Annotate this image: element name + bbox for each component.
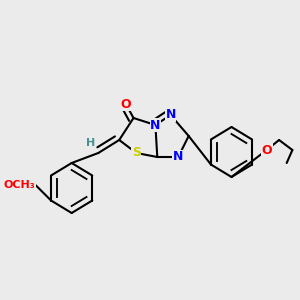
- Text: S: S: [132, 146, 141, 160]
- Text: O: O: [261, 143, 272, 157]
- Text: H: H: [86, 138, 95, 148]
- Text: N: N: [150, 118, 161, 131]
- Text: OCH₃: OCH₃: [4, 180, 35, 190]
- Text: O: O: [121, 98, 131, 110]
- Text: N: N: [165, 109, 176, 122]
- Text: N: N: [173, 151, 183, 164]
